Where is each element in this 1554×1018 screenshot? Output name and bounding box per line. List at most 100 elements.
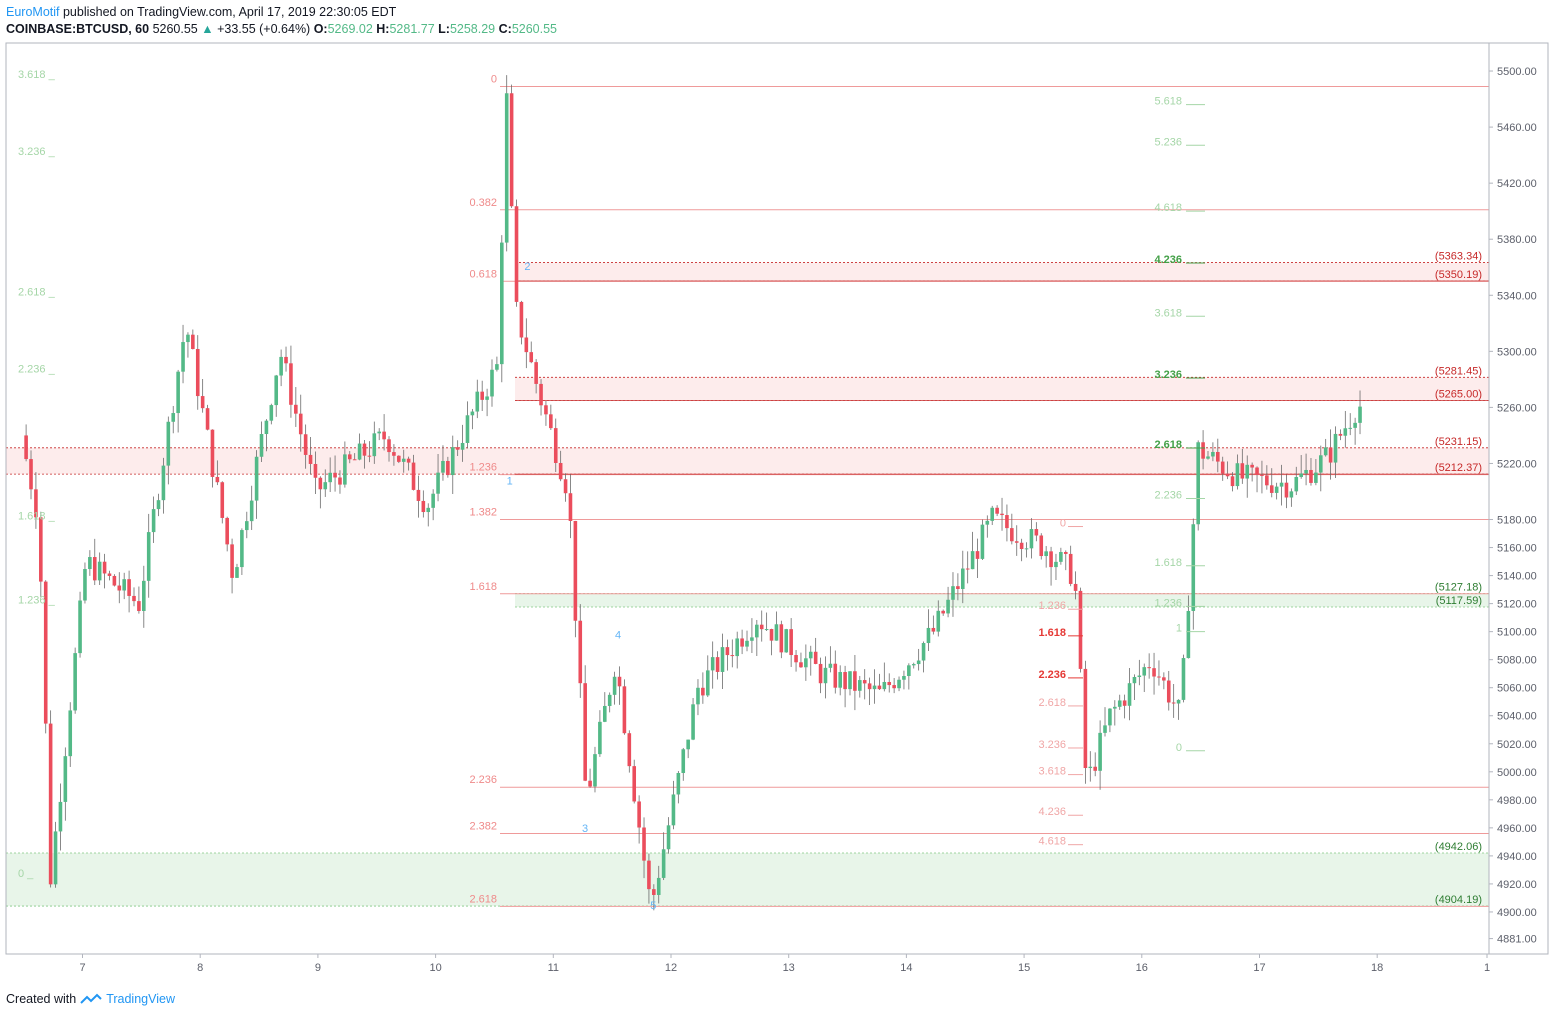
candle-body xyxy=(249,500,254,522)
candle-body xyxy=(1314,472,1318,483)
candle-body xyxy=(1088,766,1093,769)
candle-body xyxy=(1063,552,1068,554)
candle-body xyxy=(1328,447,1333,463)
candle-body xyxy=(387,439,391,453)
candle-body xyxy=(480,391,484,400)
zone-0 xyxy=(515,262,1489,281)
candle-body xyxy=(921,643,926,661)
candle-body xyxy=(1157,676,1161,678)
fib-label-red-6: 2.236 xyxy=(469,774,497,786)
fib-label-left-0: 3.618 _ xyxy=(18,69,56,81)
candle-body xyxy=(558,462,563,480)
candle-body xyxy=(191,334,195,349)
fib-label-mid-6: 3.618 xyxy=(1038,766,1066,778)
fib-label-red-2: 0.618 xyxy=(469,268,497,280)
candle-body xyxy=(112,575,117,586)
fib-label-right-5: 3.236 xyxy=(1154,369,1182,381)
candle-body xyxy=(529,352,534,363)
candle-body xyxy=(1059,552,1063,562)
candle-body xyxy=(1113,706,1117,709)
price-level-label-2: (5281.45) xyxy=(1435,365,1482,377)
x-tick-label-5: 12 xyxy=(665,962,677,974)
candle-body xyxy=(1353,422,1357,428)
x-tick-label-8: 15 xyxy=(1018,962,1030,974)
candle-body xyxy=(774,624,779,641)
x-tick-label-3: 10 xyxy=(429,962,441,974)
fib-label-right-11: 0 xyxy=(1176,742,1182,754)
candle-body xyxy=(426,507,431,513)
candle-body xyxy=(1294,476,1299,492)
candle-body xyxy=(1206,456,1210,459)
y-tick-label-11: 5120.00 xyxy=(1497,599,1537,611)
candle-body xyxy=(740,638,744,647)
price-level-label-4: (5231.15) xyxy=(1435,436,1482,448)
candles-layer xyxy=(24,75,1362,911)
candle-body xyxy=(1166,680,1171,703)
candle-body xyxy=(1269,485,1274,493)
candle-body xyxy=(804,658,808,668)
wave-label-0: 1 xyxy=(507,475,513,487)
candle-body xyxy=(500,242,504,365)
candle-body xyxy=(1323,447,1328,456)
candle-body xyxy=(411,462,416,490)
candle-body xyxy=(352,459,357,461)
candle-body xyxy=(652,889,656,895)
candle-body xyxy=(382,431,386,440)
candle-body xyxy=(848,671,852,690)
candle-body xyxy=(39,517,43,582)
candle-body xyxy=(549,414,553,429)
candle-body xyxy=(509,93,514,207)
candle-body xyxy=(151,509,156,533)
candle-body xyxy=(450,447,455,476)
x-tick-label-11: 18 xyxy=(1371,962,1383,974)
fib-label-right-8: 1.618 xyxy=(1154,557,1182,569)
candle-body xyxy=(661,849,666,878)
candle-body xyxy=(343,454,347,485)
candle-body xyxy=(1186,610,1191,659)
candle-body xyxy=(583,683,587,781)
candle-body xyxy=(436,472,440,494)
fib-label-right-2: 4.618 xyxy=(1154,202,1182,214)
low-value: 5258.29 xyxy=(449,22,496,36)
candle-body xyxy=(725,647,730,656)
footer: Created with TradingView xyxy=(6,992,175,1006)
tradingview-brand-link[interactable]: TradingView xyxy=(106,992,175,1006)
y-tick-label-13: 5080.00 xyxy=(1497,655,1537,667)
candle-body xyxy=(490,369,494,397)
candle-body xyxy=(897,679,901,689)
candle-body xyxy=(911,664,916,666)
fib-labels-layer: 0 0.382 0.618 1.236 1.382 1.618 2.236 2.382 2.61… xyxy=(18,69,1482,912)
candle-body xyxy=(195,348,200,397)
candle-body xyxy=(1054,561,1058,568)
fib-label-left-5: 1.236 _ xyxy=(18,595,56,607)
fib-label-right-0: 5.618 xyxy=(1154,96,1182,108)
high-value: 5281.77 xyxy=(389,22,435,36)
tradingview-logo-icon xyxy=(80,993,102,1004)
created-with-text: Created with xyxy=(6,992,77,1006)
candle-body xyxy=(1108,708,1112,726)
y-tick-label-17: 5000.00 xyxy=(1497,767,1537,779)
candle-body xyxy=(671,794,676,826)
candle-body xyxy=(1039,535,1044,557)
wave-label-3: 4 xyxy=(615,630,621,642)
price-level-label-5: (5212.37) xyxy=(1435,462,1482,474)
y-tick-label-10: 5140.00 xyxy=(1497,571,1537,583)
x-tick-label-2: 9 xyxy=(315,962,321,974)
candle-body xyxy=(617,676,622,687)
author-link[interactable]: EuroMotif xyxy=(6,5,60,19)
candle-body xyxy=(362,443,367,456)
candle-body xyxy=(1122,700,1127,706)
candle-body xyxy=(1216,451,1220,462)
x-tick-label-1: 8 xyxy=(197,962,203,974)
candle-body xyxy=(975,551,980,559)
fib-label-mid-4: 2.618 xyxy=(1038,697,1066,709)
last-price: 5260.55 xyxy=(152,22,198,36)
candle-body xyxy=(215,476,220,483)
candle-body xyxy=(1196,442,1200,525)
candle-body xyxy=(137,601,141,611)
axes-layer: 5500.005460.005420.005380.005340.005300.… xyxy=(5,42,1549,974)
x-tick-label-10: 17 xyxy=(1253,962,1265,974)
candle-body xyxy=(946,599,950,614)
candle-body xyxy=(843,672,847,690)
